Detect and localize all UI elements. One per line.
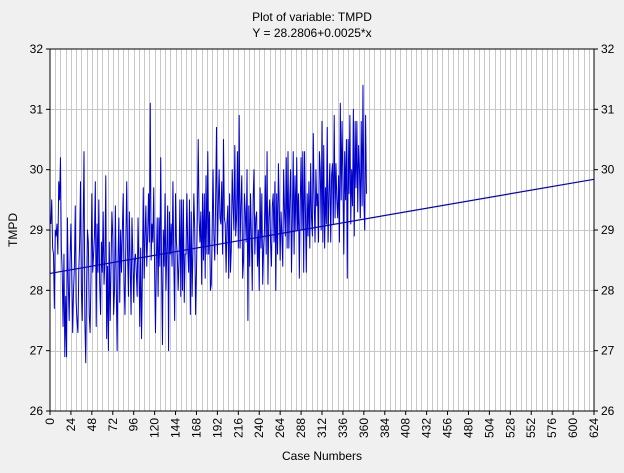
y-tick-label-left: 29	[30, 223, 44, 237]
x-tick-label: 312	[315, 418, 329, 438]
regression-line	[49, 178, 595, 274]
x-axis-label: Case Numbers	[282, 449, 362, 463]
series-line	[50, 84, 367, 364]
x-tick-label: 240	[252, 418, 266, 438]
y-tick-label-right: 27	[601, 344, 615, 358]
chart-title: Plot of variable: TMPD	[252, 10, 372, 24]
x-tick-label: 384	[378, 418, 392, 438]
y-tick-label-right: 28	[601, 283, 615, 297]
x-tick-label: 120	[148, 418, 162, 438]
y-tick-label-left: 32	[30, 42, 44, 56]
y-tick-label-right: 31	[601, 102, 615, 116]
x-tick-label: 192	[210, 418, 224, 438]
chart-subtitle: Y = 28.2806+0.0025*x	[252, 26, 371, 40]
x-tick-label: 144	[169, 418, 183, 438]
x-tick-label: 216	[231, 418, 245, 438]
y-tick-label-right: 30	[601, 163, 615, 177]
y-tick-label-left: 26	[30, 404, 44, 418]
x-tick-label: 0	[43, 418, 57, 425]
x-tick-label: 264	[273, 418, 287, 438]
x-tick-label: 360	[357, 418, 371, 438]
data-series	[50, 84, 367, 364]
x-tick-label: 600	[566, 418, 580, 438]
x-tick-label: 24	[64, 418, 78, 432]
y-tick-label-left: 27	[30, 344, 44, 358]
y-tick-label-right: 29	[601, 223, 615, 237]
x-tick-label: 96	[127, 418, 141, 432]
x-tick-label: 288	[294, 418, 308, 438]
x-tick-label: 48	[85, 418, 99, 432]
x-tick-label: 528	[503, 418, 517, 438]
y-tick-label-left: 28	[30, 283, 44, 297]
x-tick-label: 72	[106, 418, 120, 432]
x-tick-label: 504	[482, 418, 496, 438]
y-tick-label-left: 31	[30, 102, 44, 116]
y-tick-label-left: 30	[30, 163, 44, 177]
x-tick-label: 336	[336, 418, 350, 438]
y-tick-label-right: 32	[601, 42, 615, 56]
x-tick-label: 456	[441, 418, 455, 438]
x-tick-label: 576	[545, 418, 559, 438]
x-tick-label: 480	[461, 418, 475, 438]
fit-line	[49, 178, 595, 274]
x-tick-label: 408	[399, 418, 413, 438]
y-tick-label-right: 26	[601, 404, 615, 418]
x-tick-label: 432	[420, 418, 434, 438]
y-axis-label: TMPD	[6, 213, 20, 247]
x-tick-label: 168	[189, 418, 203, 438]
x-tick-label: 624	[587, 418, 601, 438]
x-tick-label: 552	[524, 418, 538, 438]
axes: 26 26 27 27 28 28 29 29 30 30 31 31 32 32 0 24 48 72 96 120…	[30, 42, 615, 438]
